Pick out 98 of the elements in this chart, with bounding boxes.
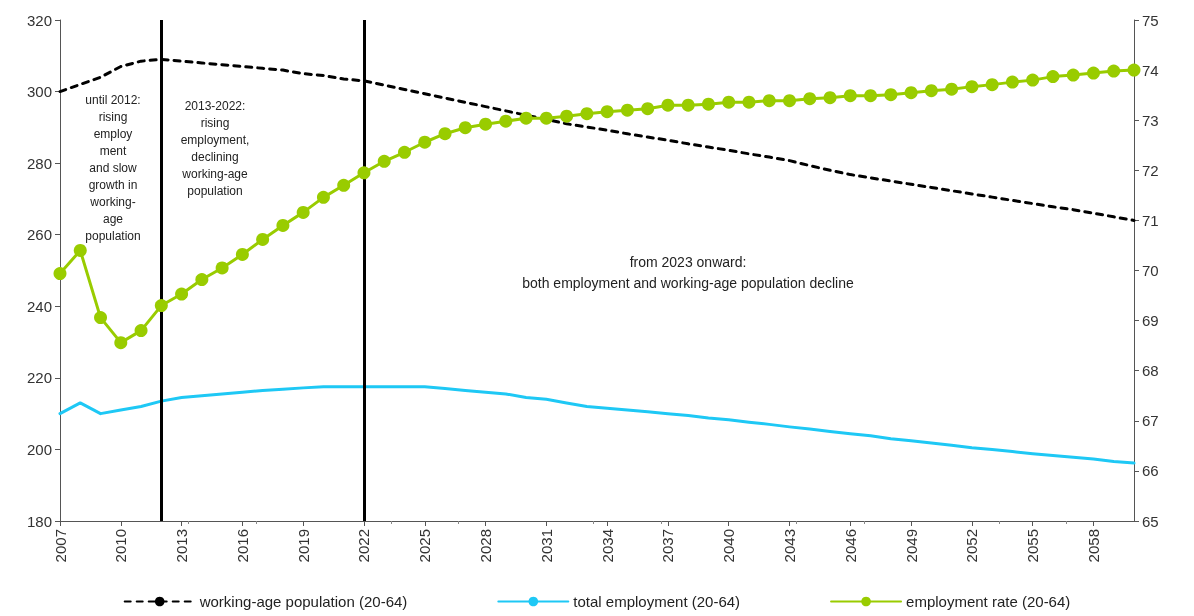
point [1005,75,1019,89]
y-tick-label: 240 [26,297,52,315]
point [742,95,756,109]
point [134,324,148,338]
point [1066,68,1080,82]
y2-tick-label: 65 [1142,512,1159,530]
point [175,287,189,301]
point [337,178,351,192]
x-tick-label: 2046 [841,529,859,563]
x-tick-label: 2022 [355,529,373,563]
point [864,89,878,103]
point [803,92,817,106]
point [458,121,472,135]
point [94,311,108,325]
y-tick-label: 300 [26,83,52,101]
point [479,117,493,131]
y2-tick-label: 72 [1142,161,1159,179]
point [722,95,736,109]
point [519,111,533,125]
y-tick-label: 260 [26,226,52,244]
y2-tick-label: 73 [1142,111,1159,129]
y2-tick-label: 70 [1142,262,1159,279]
y2-tick-label: 66 [1142,462,1159,480]
y2-tick-label: 71 [1142,211,1159,229]
point [499,114,513,128]
point [154,299,168,313]
x-tick-label: 2031 [537,529,555,563]
point [620,103,634,117]
x-tick-label: 2013 [173,529,191,563]
point [884,88,898,102]
x-tick-label: 2016 [233,529,251,563]
point [600,105,614,119]
x-tick-label: 2055 [1024,529,1042,563]
legend-label: working-age population (20-64) [198,593,408,610]
x-tick-label: 2034 [598,529,616,563]
point [1026,73,1040,87]
point [1127,63,1141,77]
point [276,218,290,232]
point [73,243,87,257]
point [641,102,655,116]
point [539,111,553,125]
x-tick-label: 2007 [51,529,69,563]
point [985,78,999,92]
y2-tick-label: 67 [1142,412,1159,430]
y2-tick-label: 75 [1142,11,1159,29]
line-series [58,385,1136,465]
point [924,84,938,98]
x-tick-label: 2040 [720,529,738,563]
point [823,91,837,105]
point [195,273,209,287]
point [296,205,310,219]
point [904,86,918,100]
x-tick-label: 2052 [963,529,981,563]
point [357,166,371,180]
x-tick-label: 2025 [416,529,434,563]
point [1086,66,1100,80]
x-tick-label: 2028 [477,529,495,563]
y2-tick-label: 69 [1142,312,1159,330]
point [256,232,270,246]
point [418,135,432,149]
y-tick-label: 320 [26,11,52,29]
point [377,154,391,168]
point [945,82,959,96]
annotation: from 2023 onward: both employment and working-age population decline [522,253,854,291]
point [762,94,776,108]
y-tick-label: 280 [26,154,52,172]
point [215,261,229,275]
text: until 2012: rising employ ment and slow growth in working- age population [85,93,141,243]
point [701,97,715,111]
point [783,94,797,108]
y2-tick-label: 74 [1142,61,1159,79]
point [398,145,411,159]
point [316,190,330,204]
point [438,127,452,141]
point [965,80,979,94]
legend-label: total employment (20-64) [573,593,741,610]
x-tick-label: 2049 [902,529,920,563]
legend-label: employment rate (20-64) [906,593,1071,610]
annotation: 2013-2022: rising employment, declining working-age population [180,98,250,198]
x-tick-label: 2043 [781,529,799,563]
y-tick-label: 220 [26,369,52,387]
y-tick-label: 180 [26,512,52,530]
y2-tick-label: 68 [1142,362,1159,380]
point [53,267,67,280]
point [560,109,574,123]
x-tick-label: 2010 [112,529,130,563]
x-tick-label: 2037 [659,529,677,563]
point [1107,64,1121,78]
point [681,98,695,112]
point [580,107,594,121]
point [661,98,675,112]
point [1046,70,1060,84]
y-tick-label: 200 [26,440,52,458]
x-tick-label: 2058 [1084,529,1102,563]
point [235,247,249,261]
point [114,336,128,350]
x-tick-label: 2019 [294,529,312,563]
point [843,89,857,103]
